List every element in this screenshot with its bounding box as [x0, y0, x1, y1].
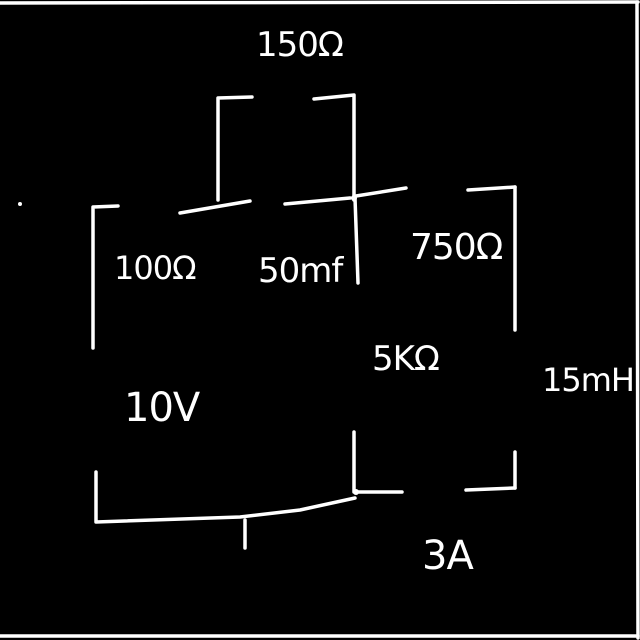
- wire-150-left-bracket: [216, 95, 254, 202]
- wire-top-mid-2: [283, 196, 352, 206]
- wire-top-mid-1: [178, 199, 252, 215]
- wire-150-right-bracket: [312, 93, 356, 202]
- current-source-label: 3A: [422, 533, 474, 579]
- wire-vertical-mid: [353, 196, 360, 285]
- resistor-750-label: 750Ω: [410, 227, 503, 268]
- wire-bottom-left: [94, 470, 357, 524]
- wire-top-left: [91, 204, 120, 350]
- inductor-15mh-label: 15mH: [542, 361, 635, 399]
- resistor-5k-label: 5KΩ: [372, 339, 440, 379]
- right-border-line: [635, 0, 640, 640]
- voltage-source-label: 10V: [124, 385, 200, 431]
- resistor-150-label: 150Ω: [256, 25, 344, 65]
- junction-dot-bottom: [353, 489, 359, 495]
- wire-750-segment: [466, 185, 517, 192]
- junction-dot-top: [351, 195, 357, 201]
- resistor-100-label: 100Ω: [114, 249, 197, 287]
- capacitor-50mf-label: 50mf: [258, 251, 343, 291]
- stray-dot: [18, 202, 22, 206]
- top-border-line: [0, 0, 640, 5]
- wire-top-right: [354, 186, 408, 198]
- wire-bottom-mid-right: [464, 486, 517, 492]
